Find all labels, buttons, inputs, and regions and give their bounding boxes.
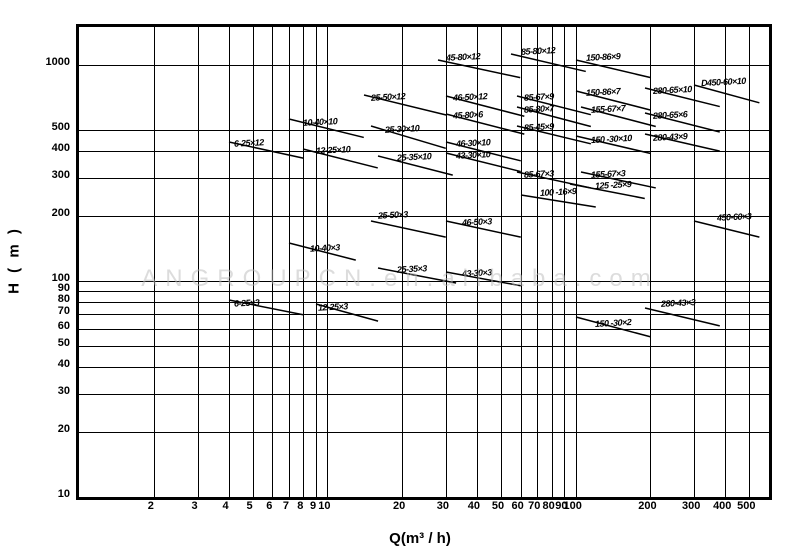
curve-label: 12-25×10 — [316, 144, 351, 156]
x-tick: 10 — [304, 500, 344, 512]
y-tick: 200 — [20, 207, 70, 219]
curve-label: 6-25×12 — [234, 137, 264, 149]
chart-container: 6-25×12 6-25×3 10-40×10 10-40×3 12-25×10 12-2… — [0, 0, 800, 558]
curve-label: 280-43×3 — [661, 297, 696, 309]
pump-curve — [369, 219, 448, 239]
y-tick: 10 — [20, 488, 70, 500]
curve-label: 10-40×10 — [303, 116, 338, 128]
y-tick: 500 — [20, 121, 70, 133]
curve-label: 46-50×12 — [453, 92, 488, 104]
curve-label: 46-30×10 — [456, 137, 491, 149]
curve-label: 85-45×9 — [524, 121, 554, 133]
x-tick: 200 — [627, 500, 667, 512]
curve-label: 25-35×10 — [396, 151, 431, 163]
curve-label: 85-80×12 — [520, 45, 555, 57]
curve-label: 100 -16×9 — [540, 186, 577, 198]
curve-label: 85-67×3 — [524, 168, 554, 180]
curve-label: D450-60×10 — [701, 75, 746, 87]
watermark: ANGROUPCN.en.alibaba.com — [141, 265, 658, 293]
x-tick: 100 — [553, 500, 593, 512]
curve-label: 43-30×10 — [456, 149, 491, 161]
y-tick: 20 — [20, 423, 70, 435]
x-tick: 2 — [131, 500, 171, 512]
curve-label: 150-86×9 — [586, 51, 621, 63]
y-tick: 80 — [20, 293, 70, 305]
y-tick: 60 — [20, 320, 70, 332]
curve-label: 85-67×9 — [524, 92, 554, 104]
curve-label: 125 -25×9 — [595, 179, 632, 191]
curve-label: 155-67×7 — [591, 103, 626, 115]
curve-label: 25-50×3 — [378, 209, 408, 221]
curve-label: 46-50×3 — [462, 217, 492, 229]
curve-label: 280-65×10 — [653, 84, 692, 96]
curve-label: 45-80×6 — [453, 109, 483, 121]
curve-label: 45-80×12 — [446, 51, 481, 63]
curve-label: 450-60×3 — [717, 211, 752, 223]
curve-label: 280-43×9 — [653, 131, 688, 143]
curve-label: 280-65×6 — [653, 109, 688, 121]
y-tick: 40 — [20, 358, 70, 370]
curve-label: 150-86×7 — [586, 86, 621, 98]
y-tick: 50 — [20, 337, 70, 349]
y-tick: 70 — [20, 305, 70, 317]
curve-label: 12-25×3 — [318, 301, 348, 313]
x-axis-label: Q(m³ / h) — [389, 530, 451, 547]
curve-label: 150 -30×2 — [595, 317, 632, 329]
y-tick: 30 — [20, 385, 70, 397]
y-tick: 400 — [20, 142, 70, 154]
curve-label: 10-40×3 — [310, 243, 340, 255]
curve-label: 6-25×3 — [234, 298, 260, 309]
y-tick: 100 — [20, 272, 70, 284]
x-tick: 500 — [726, 500, 766, 512]
pump-curve — [643, 306, 722, 328]
curve-label: 25-50×12 — [371, 92, 406, 104]
y-tick: 300 — [20, 169, 70, 181]
curve-label: 85-80×7 — [524, 103, 554, 115]
plot-area: 6-25×12 6-25×3 10-40×10 10-40×3 12-25×10 12-2… — [76, 24, 772, 500]
curve-label: 25-30×10 — [384, 123, 419, 135]
curve-label: 155-67×3 — [591, 168, 626, 180]
curve-label: 150 -30×10 — [591, 133, 632, 145]
y-tick: 1000 — [20, 56, 70, 68]
x-tick: 20 — [379, 500, 419, 512]
